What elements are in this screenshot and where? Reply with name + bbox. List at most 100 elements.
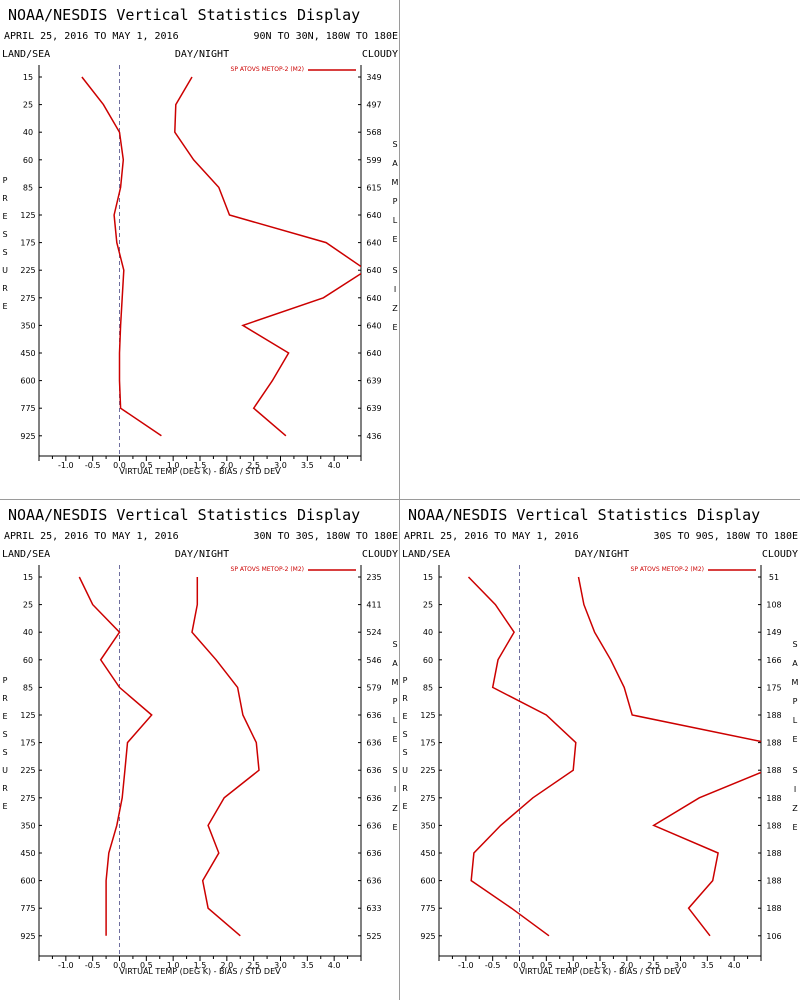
pressure-level-label: 350: [420, 821, 435, 830]
sample-size-label: 349: [366, 73, 381, 82]
sample-size-label: 188: [766, 849, 781, 858]
sample-size-label: 525: [366, 932, 381, 941]
sample-size-axis-letter: S: [392, 266, 397, 275]
x-axis-label: VIRTUAL TEMP (DEG K) - BIAS / STD DEV: [119, 467, 281, 476]
x-axis-label: VIRTUAL TEMP (DEG K) - BIAS / STD DEV: [519, 967, 681, 976]
pressure-level-label: 350: [20, 821, 35, 830]
pressure-level-label: 450: [420, 849, 435, 858]
sample-size-axis-letter: Z: [792, 804, 798, 813]
sample-size-label: 497: [366, 101, 381, 110]
sample-size-label: 175: [766, 683, 781, 692]
day-night-label: DAY/NIGHT: [175, 549, 229, 560]
x-tick-label: 2.5: [647, 961, 660, 970]
pressure-axis-letter: E: [402, 712, 407, 721]
chart-panel-south: NOAA/NESDIS Vertical Statistics Display A…: [400, 500, 800, 1000]
pressure-level-label: 775: [420, 904, 435, 913]
x-tick-label: 2.0: [620, 961, 633, 970]
legend-label: SP ATOVS METOP-2 (M2): [231, 66, 304, 73]
pressure-axis-letter: R: [402, 784, 408, 793]
bias-series-line: [467, 576, 577, 937]
pressure-axis-letter: R: [2, 694, 8, 703]
x-tick-label: 3.5: [701, 961, 714, 970]
x-tick-label: 1.5: [194, 961, 207, 970]
x-tick-label: -0.5: [85, 461, 101, 470]
sample-size-label: 640: [366, 349, 381, 358]
sample-size-label: 188: [766, 904, 781, 913]
x-tick-label: 2.5: [247, 461, 260, 470]
sample-size-label: 51: [769, 573, 779, 582]
pressure-axis-letter: U: [2, 266, 8, 275]
x-tick-label: 3.0: [274, 961, 287, 970]
sample-size-axis-letter: M: [792, 678, 799, 687]
pressure-level-label: 775: [20, 904, 35, 913]
sample-size-axis-letter: S: [392, 766, 397, 775]
chart-panel-north: NOAA/NESDIS Vertical Statistics Display A…: [0, 0, 400, 500]
pressure-level-label: 15: [23, 573, 33, 582]
sample-size-axis-letter: P: [393, 697, 398, 706]
pressure-axis-letter: U: [2, 766, 8, 775]
pressure-level-label: 60: [23, 156, 33, 165]
pressure-axis-letter: P: [3, 176, 8, 185]
sample-size-axis-letter: A: [392, 159, 398, 168]
sample-size-axis-letter: S: [792, 766, 797, 775]
sample-size-label: 188: [766, 711, 781, 720]
pressure-axis-letter: S: [402, 748, 407, 757]
pressure-level-label: 60: [23, 656, 33, 665]
pressure-axis-letter: E: [402, 802, 407, 811]
pressure-axis-letter: S: [402, 730, 407, 739]
x-tick-label: -0.5: [485, 961, 501, 970]
pressure-axis-letter: E: [2, 802, 7, 811]
panel-divider-vertical: [399, 0, 400, 1000]
sample-size-axis-letter: A: [392, 659, 398, 668]
x-tick-label: 3.5: [301, 961, 314, 970]
pressure-level-label: 125: [420, 711, 435, 720]
x-tick-label: 3.5: [301, 461, 314, 470]
pressure-level-label: 450: [20, 349, 35, 358]
std-dev-series-line: [577, 576, 761, 937]
pressure-axis-letter: S: [2, 230, 7, 239]
date-range: APRIL 25, 2016 TO MAY 1, 2016: [4, 531, 179, 542]
panel-divider-horizontal: [0, 499, 800, 500]
land-sea-label: LAND/SEA: [2, 549, 50, 560]
sample-size-axis-letter: E: [792, 735, 797, 744]
sample-size-label: 235: [366, 573, 381, 582]
day-night-label: DAY/NIGHT: [575, 549, 629, 560]
pressure-level-label: 25: [23, 601, 33, 610]
sample-size-label: 524: [366, 628, 381, 637]
chart-panel-tropics: NOAA/NESDIS Vertical Statistics Display A…: [0, 500, 400, 1000]
pressure-level-label: 350: [20, 321, 35, 330]
pressure-axis-letter: E: [2, 712, 7, 721]
x-tick-label: -1.0: [58, 461, 74, 470]
sample-size-label: 188: [766, 821, 781, 830]
sample-size-label: 599: [366, 156, 381, 165]
sample-size-label: 108: [766, 601, 781, 610]
x-tick-label: 1.0: [567, 961, 580, 970]
x-tick-label: 4.0: [328, 461, 341, 470]
x-tick-label: 1.5: [194, 461, 207, 470]
sample-size-axis-letter: S: [392, 140, 397, 149]
date-range: APRIL 25, 2016 TO MAY 1, 2016: [404, 531, 579, 542]
sample-size-axis-letter: Z: [392, 804, 398, 813]
pressure-level-label: 40: [23, 628, 33, 637]
region-label: 30S TO 90S, 180W TO 180E: [654, 531, 799, 542]
pressure-level-label: 85: [23, 683, 33, 692]
sample-size-label: 579: [366, 683, 381, 692]
pressure-level-label: 85: [423, 683, 433, 692]
region-label: 30N TO 30S, 180W TO 180E: [254, 531, 399, 542]
x-axis-label: VIRTUAL TEMP (DEG K) - BIAS / STD DEV: [119, 967, 281, 976]
pressure-axis-letter: R: [2, 194, 8, 203]
land-sea-label: LAND/SEA: [402, 549, 450, 560]
sample-size-label: 640: [366, 266, 381, 275]
sample-size-axis-letter: E: [392, 323, 397, 332]
pressure-level-label: 925: [20, 432, 35, 441]
sample-size-label: 639: [366, 377, 381, 386]
sample-size-axis-letter: L: [793, 716, 798, 725]
std-dev-series-line: [174, 76, 361, 437]
chart-svg: NOAA/NESDIS Vertical Statistics Display A…: [402, 506, 799, 976]
std-dev-series-line: [191, 577, 260, 937]
sample-size-axis-letter: I: [794, 785, 796, 794]
sample-size-label: 188: [766, 739, 781, 748]
sample-size-axis-letter: L: [393, 216, 398, 225]
x-tick-label: 0.5: [140, 961, 153, 970]
pressure-level-label: 15: [423, 573, 433, 582]
